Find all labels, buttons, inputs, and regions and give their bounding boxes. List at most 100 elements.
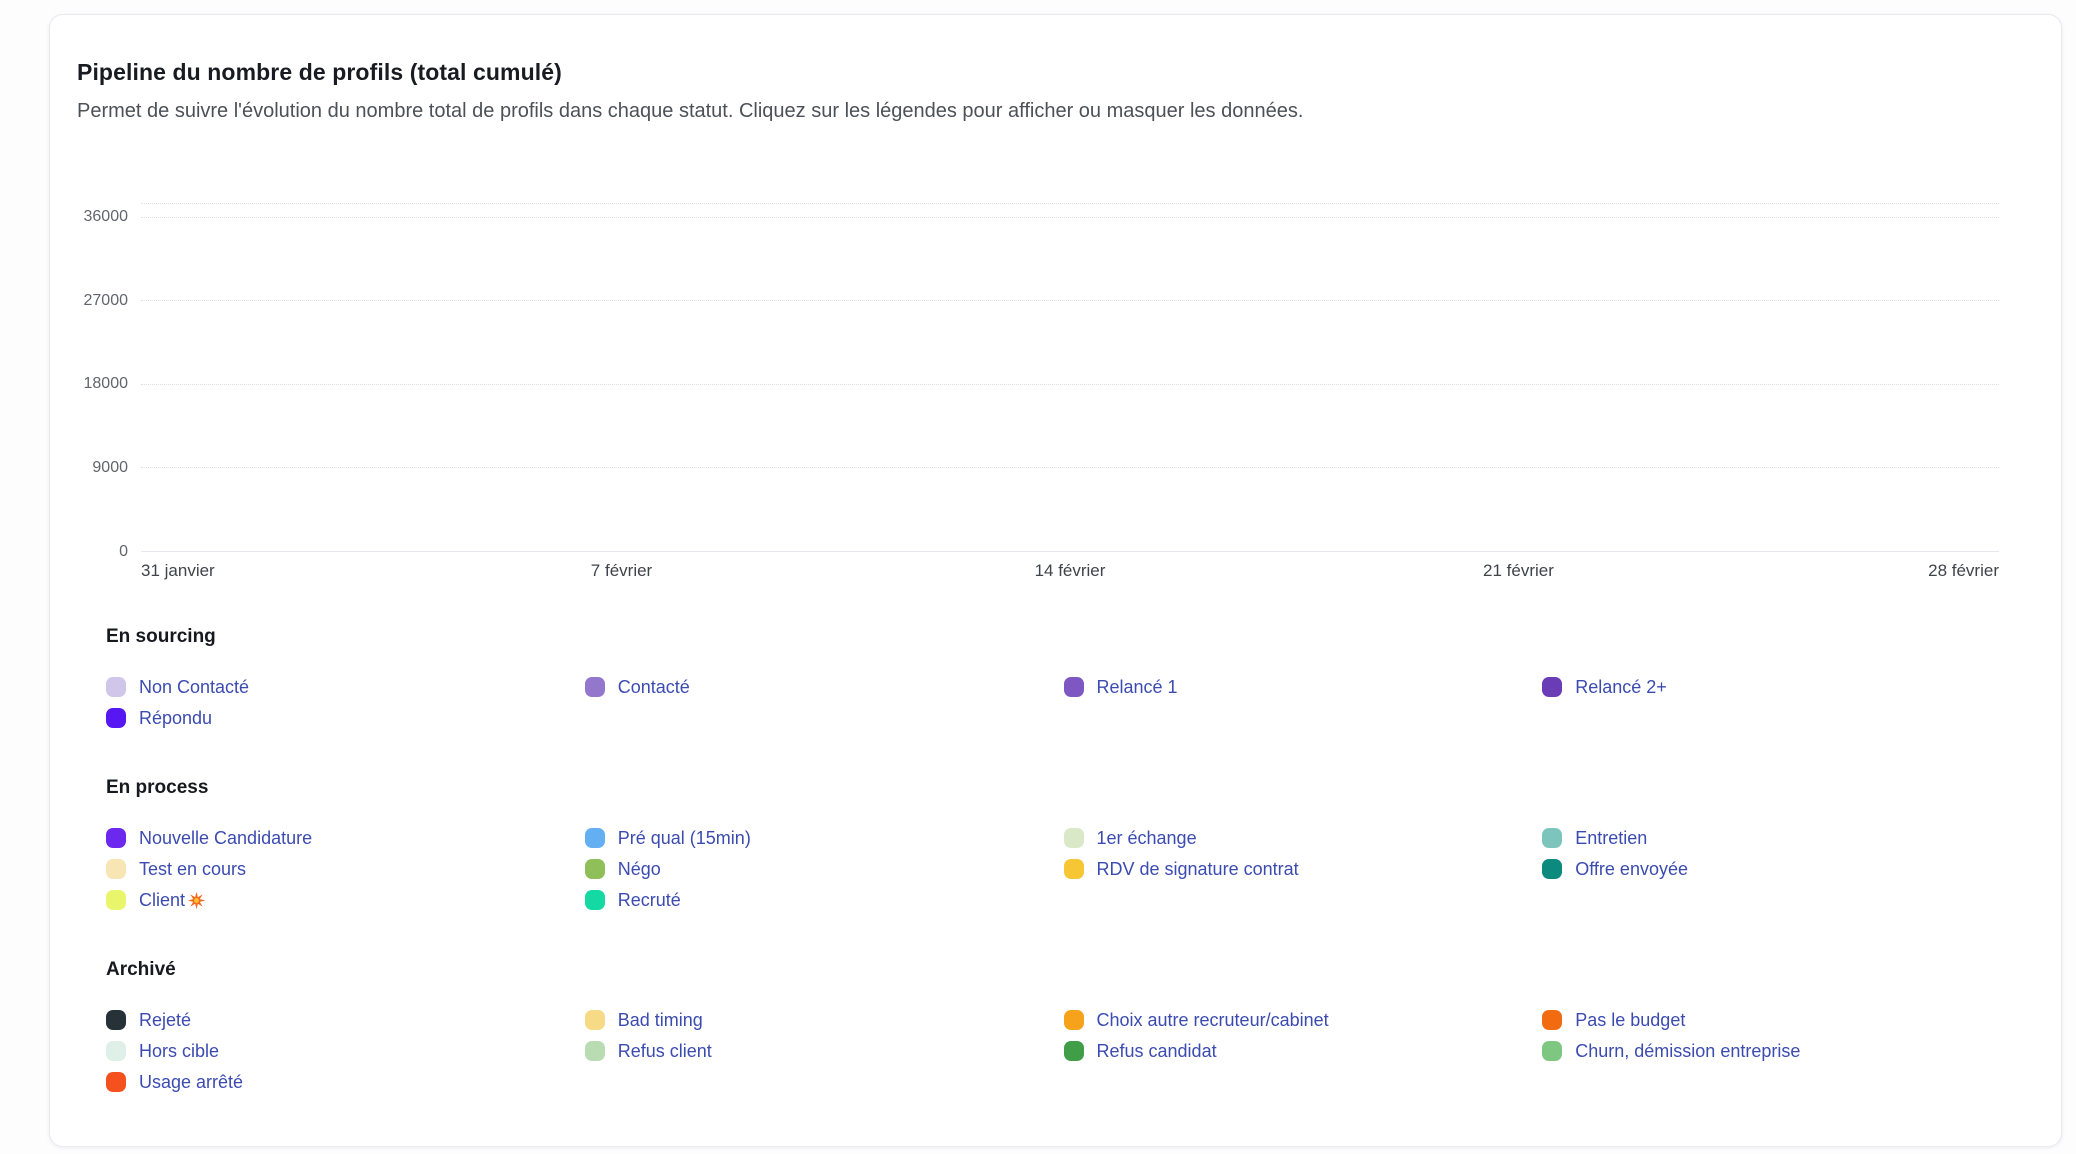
legend-section-title-en-sourcing: En sourcing bbox=[106, 626, 216, 647]
legend-label-pre-qual-15min: Pré qual (15min) bbox=[617, 827, 751, 848]
legend-swatch-usage-arrete bbox=[106, 1072, 126, 1092]
legend-label-repondu: Répondu bbox=[139, 707, 213, 728]
legend-swatch-nouvelle-candidature bbox=[106, 828, 126, 848]
legend-label-nego: Négo bbox=[617, 858, 661, 879]
legend-swatch-nego bbox=[584, 859, 605, 879]
y-tick-label-18000: 18000 bbox=[83, 375, 129, 393]
legend-item-entretien[interactable]: Entretien bbox=[1542, 827, 2021, 849]
gridline-27000 bbox=[141, 300, 1999, 302]
x-tick-label-31-janvier: 31 janvier bbox=[141, 561, 215, 580]
legend-item-choix-autre-recruteur-cabinet[interactable]: Choix autre recruteur/cabinet bbox=[1063, 1009, 1543, 1031]
collision-emoji-icon bbox=[187, 891, 206, 909]
legend-label-usage-arrete: Usage arrêté bbox=[139, 1071, 244, 1092]
legend-item-nego[interactable]: Négo bbox=[584, 858, 1064, 880]
legend-swatch-hors-cible bbox=[106, 1041, 126, 1061]
legend-swatch-rdv-de-signature-contrat bbox=[1063, 859, 1084, 879]
legend-item-relance-2[interactable]: Relancé 2+ bbox=[1542, 676, 2021, 698]
legend-label-recrute: Recruté bbox=[617, 889, 681, 910]
legend-swatch-offre-envoyee bbox=[1542, 859, 1563, 879]
gridline-36000 bbox=[141, 216, 1999, 218]
pipeline-card: Pipeline du nombre de profils (total cum… bbox=[49, 14, 2062, 1147]
legend-swatch-relance-1 bbox=[1063, 677, 1084, 697]
x-axis: 31 janvier 7 février 14 février 21 février 2… bbox=[141, 552, 1999, 586]
bars bbox=[141, 204, 1999, 552]
legend-label-pas-le-budget: Pas le budget bbox=[1575, 1009, 1686, 1030]
legend-grid-en-process: Nouvelle Candidature Pré qual (15min) 1er … bbox=[106, 827, 2021, 911]
legend-section-title-en-process: En process bbox=[106, 777, 209, 798]
y-tick-label-27000: 27000 bbox=[83, 291, 129, 309]
legend-label-entretien: Entretien bbox=[1575, 827, 1648, 848]
legend-label-1er-echange: 1er échange bbox=[1096, 827, 1197, 848]
legend-swatch-recrute bbox=[584, 890, 605, 910]
legend-swatch-pas-le-budget bbox=[1542, 1010, 1563, 1030]
legend-item-pre-qual-15min[interactable]: Pré qual (15min) bbox=[584, 827, 1064, 849]
legend-swatch-pre-qual-15min bbox=[584, 828, 605, 848]
legend-item-bad-timing[interactable]: Bad timing bbox=[584, 1009, 1064, 1031]
legend-swatch-bad-timing bbox=[584, 1010, 605, 1030]
page-subtitle: Permet de suivre l'évolution du nombre t… bbox=[77, 100, 1304, 122]
x-tick-label-7-fevrier: 7 février bbox=[590, 561, 653, 580]
legend-label-client: Client bbox=[139, 889, 186, 910]
legend-item-non-contacte[interactable]: Non Contacté bbox=[106, 676, 585, 698]
y-tick-label-9000: 9000 bbox=[92, 459, 128, 477]
x-tick-label-21-fevrier: 21 février bbox=[1483, 561, 1554, 580]
legend-label-test-en-cours: Test en cours bbox=[139, 858, 247, 879]
chart-plot bbox=[141, 203, 1999, 552]
gridline-9000 bbox=[141, 467, 1999, 469]
legend-item-rejete[interactable]: Rejeté bbox=[106, 1009, 585, 1031]
legend-item-recrute[interactable]: Recruté bbox=[584, 889, 1064, 911]
legend-item-hors-cible[interactable]: Hors cible bbox=[106, 1040, 585, 1062]
legend-item-pas-le-budget[interactable]: Pas le budget bbox=[1542, 1009, 2021, 1031]
legend-swatch-contacte bbox=[584, 677, 605, 697]
legend-item-test-en-cours[interactable]: Test en cours bbox=[106, 858, 585, 880]
legend-grid-en-sourcing: Non Contacté Contacté Relancé 1 Relancé 2+ R… bbox=[106, 676, 2021, 729]
legend-swatch-repondu bbox=[106, 708, 126, 728]
legend-item-repondu[interactable]: Répondu bbox=[106, 707, 585, 729]
legend-label-non-contacte: Non Contacté bbox=[139, 676, 250, 697]
legend-item-offre-envoyee[interactable]: Offre envoyée bbox=[1542, 858, 2021, 880]
legend-swatch-entretien bbox=[1542, 828, 1563, 848]
legend-label-hors-cible: Hors cible bbox=[139, 1040, 220, 1061]
legend-label-choix-autre-recruteur-cabinet: Choix autre recruteur/cabinet bbox=[1096, 1009, 1329, 1030]
x-tick-label-28-fevrier: 28 février bbox=[1928, 561, 1999, 580]
gridline-0 bbox=[141, 551, 1999, 552]
legend-item-1er-echange[interactable]: 1er échange bbox=[1063, 827, 1543, 849]
page-title: Pipeline du nombre de profils (total cum… bbox=[77, 59, 562, 85]
legend-swatch-relance-2 bbox=[1542, 677, 1563, 697]
legend-swatch-client bbox=[106, 890, 126, 910]
legend-swatch-test-en-cours bbox=[106, 859, 126, 879]
legend-swatch-choix-autre-recruteur-cabinet bbox=[1063, 1010, 1084, 1030]
legend-section-en-sourcing: En sourcing Non Contacté Contacté Relancé 1… bbox=[106, 626, 2021, 729]
legend-label-offre-envoyee: Offre envoyée bbox=[1575, 858, 1688, 879]
legend-item-relance-1[interactable]: Relancé 1 bbox=[1063, 676, 1543, 698]
legend-label-rdv-de-signature-contrat: RDV de signature contrat bbox=[1096, 858, 1299, 879]
legend-item-refus-candidat[interactable]: Refus candidat bbox=[1063, 1040, 1543, 1062]
legend-section-archive: Archivé Rejeté Bad timing Choix autre recru… bbox=[106, 959, 2021, 1093]
legend-swatch-non-contacte bbox=[106, 677, 126, 697]
legend-item-nouvelle-candidature[interactable]: Nouvelle Candidature bbox=[106, 827, 585, 849]
legend-swatch-1er-echange bbox=[1063, 828, 1084, 848]
legend-item-churn-demission-entreprise[interactable]: Churn, démission entreprise bbox=[1542, 1040, 2021, 1062]
legend-swatch-churn-demission-entreprise bbox=[1542, 1041, 1563, 1061]
legend-item-rdv-de-signature-contrat[interactable]: RDV de signature contrat bbox=[1063, 858, 1543, 880]
pipeline-chart: 0 9000 18000 27000 36000 31 janvier 7 février… bbox=[50, 203, 2061, 586]
legend-label-relance-2: Relancé 2+ bbox=[1575, 676, 1667, 697]
legend-label-rejete: Rejeté bbox=[139, 1009, 192, 1030]
y-tick-label-0: 0 bbox=[119, 543, 128, 560]
legend-label-churn-demission-entreprise: Churn, démission entreprise bbox=[1575, 1040, 1801, 1061]
legend-item-client[interactable]: Client bbox=[106, 889, 585, 911]
legend-label-nouvelle-candidature: Nouvelle Candidature bbox=[139, 827, 313, 848]
legend-label-refus-client: Refus client bbox=[617, 1040, 712, 1061]
legend-label-bad-timing: Bad timing bbox=[617, 1009, 703, 1030]
legend-grid-archive: Rejeté Bad timing Choix autre recruteur/ca… bbox=[106, 1009, 2021, 1093]
legend-label-relance-1: Relancé 1 bbox=[1096, 676, 1178, 697]
legend: En sourcing Non Contacté Contacté Relancé 1… bbox=[50, 626, 2061, 1093]
legend-section-en-process: En process Nouvelle Candidature Pré qual (… bbox=[106, 777, 2021, 911]
legend-item-usage-arrete[interactable]: Usage arrêté bbox=[106, 1071, 585, 1093]
legend-swatch-rejete bbox=[106, 1010, 126, 1030]
legend-item-contacte[interactable]: Contacté bbox=[584, 676, 1064, 698]
y-tick-label-36000: 36000 bbox=[83, 207, 129, 225]
y-axis: 0 9000 18000 27000 36000 bbox=[50, 203, 141, 560]
legend-label-contacte: Contacté bbox=[617, 676, 690, 697]
legend-item-refus-client[interactable]: Refus client bbox=[584, 1040, 1064, 1062]
